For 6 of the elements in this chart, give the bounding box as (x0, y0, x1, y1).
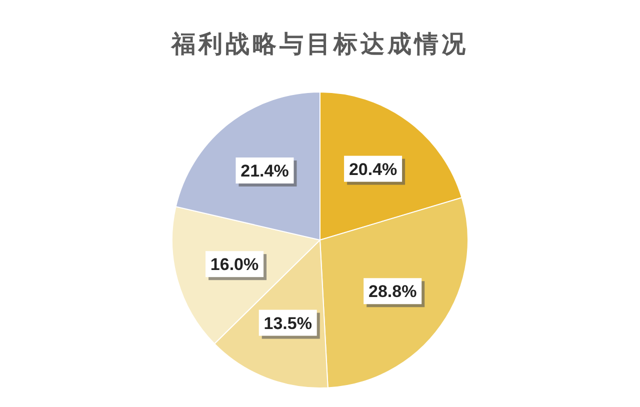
data-label: 20.4% (348, 160, 398, 179)
data-label: 28.8% (368, 282, 417, 302)
chart-title: 福利战略与目标达成情况 (170, 30, 468, 58)
data-label: 13.5% (264, 314, 312, 333)
data-label: 16.0% (210, 255, 259, 274)
data-label: 21.4% (240, 161, 289, 180)
